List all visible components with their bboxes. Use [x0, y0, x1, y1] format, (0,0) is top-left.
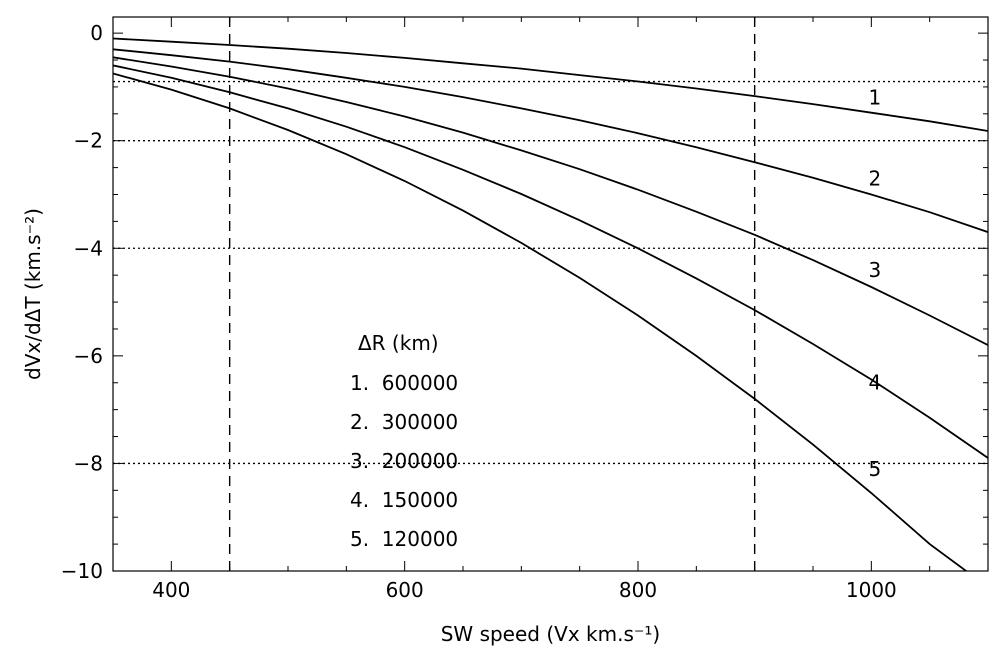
- legend: ΔR (km) 1. 600000 2. 300000 3. 200000 4. 150…: [350, 331, 458, 551]
- y-axis-label: dVx/dΔT (km.s⁻²): [21, 208, 45, 380]
- curve-label-2: 2: [868, 166, 881, 190]
- curve-label-5: 5: [868, 457, 881, 481]
- series-line-4: [113, 65, 988, 458]
- curve-labels: 1 2 3 4 5: [868, 86, 881, 481]
- series-line-3: [113, 57, 988, 345]
- reference-lines: [113, 17, 988, 571]
- plot-border: [113, 17, 988, 571]
- x-tick-label: 1000: [846, 578, 897, 602]
- series-layer: [113, 39, 988, 588]
- series-line-1: [113, 39, 988, 132]
- legend-entry: 1. 600000: [350, 371, 458, 395]
- curve-label-1: 1: [868, 86, 881, 110]
- x-axis-label: SW speed (Vx km.s⁻¹): [441, 622, 661, 646]
- y-tick-label: −6: [74, 344, 103, 368]
- y-tick-label: −8: [74, 451, 103, 475]
- y-tick-label: 0: [90, 21, 103, 45]
- series-line-5: [113, 74, 988, 588]
- x-tick-label: 600: [386, 578, 424, 602]
- y-tick-label: −2: [74, 129, 103, 153]
- legend-entry: 3. 200000: [350, 449, 458, 473]
- curve-label-4: 4: [868, 371, 881, 395]
- legend-entry: 5. 120000: [350, 527, 458, 551]
- curve-label-3: 3: [868, 258, 881, 282]
- chart-svg: 400 600 800 1000 0 −2 −4 −6 −8 −10 1 2 3 4 5 ΔR (km) 1…: [0, 0, 1000, 660]
- x-tick-label: 800: [619, 578, 657, 602]
- y-tick-label: −10: [61, 559, 103, 583]
- legend-title: ΔR (km): [358, 331, 439, 355]
- y-tick-label: −4: [74, 236, 103, 260]
- x-tick-label: 400: [152, 578, 190, 602]
- legend-entry: 2. 300000: [350, 410, 458, 434]
- legend-entry: 4. 150000: [350, 488, 458, 512]
- plot-frame: [113, 17, 988, 571]
- ticks-layer: 400 600 800 1000 0 −2 −4 −6 −8 −10: [61, 17, 988, 602]
